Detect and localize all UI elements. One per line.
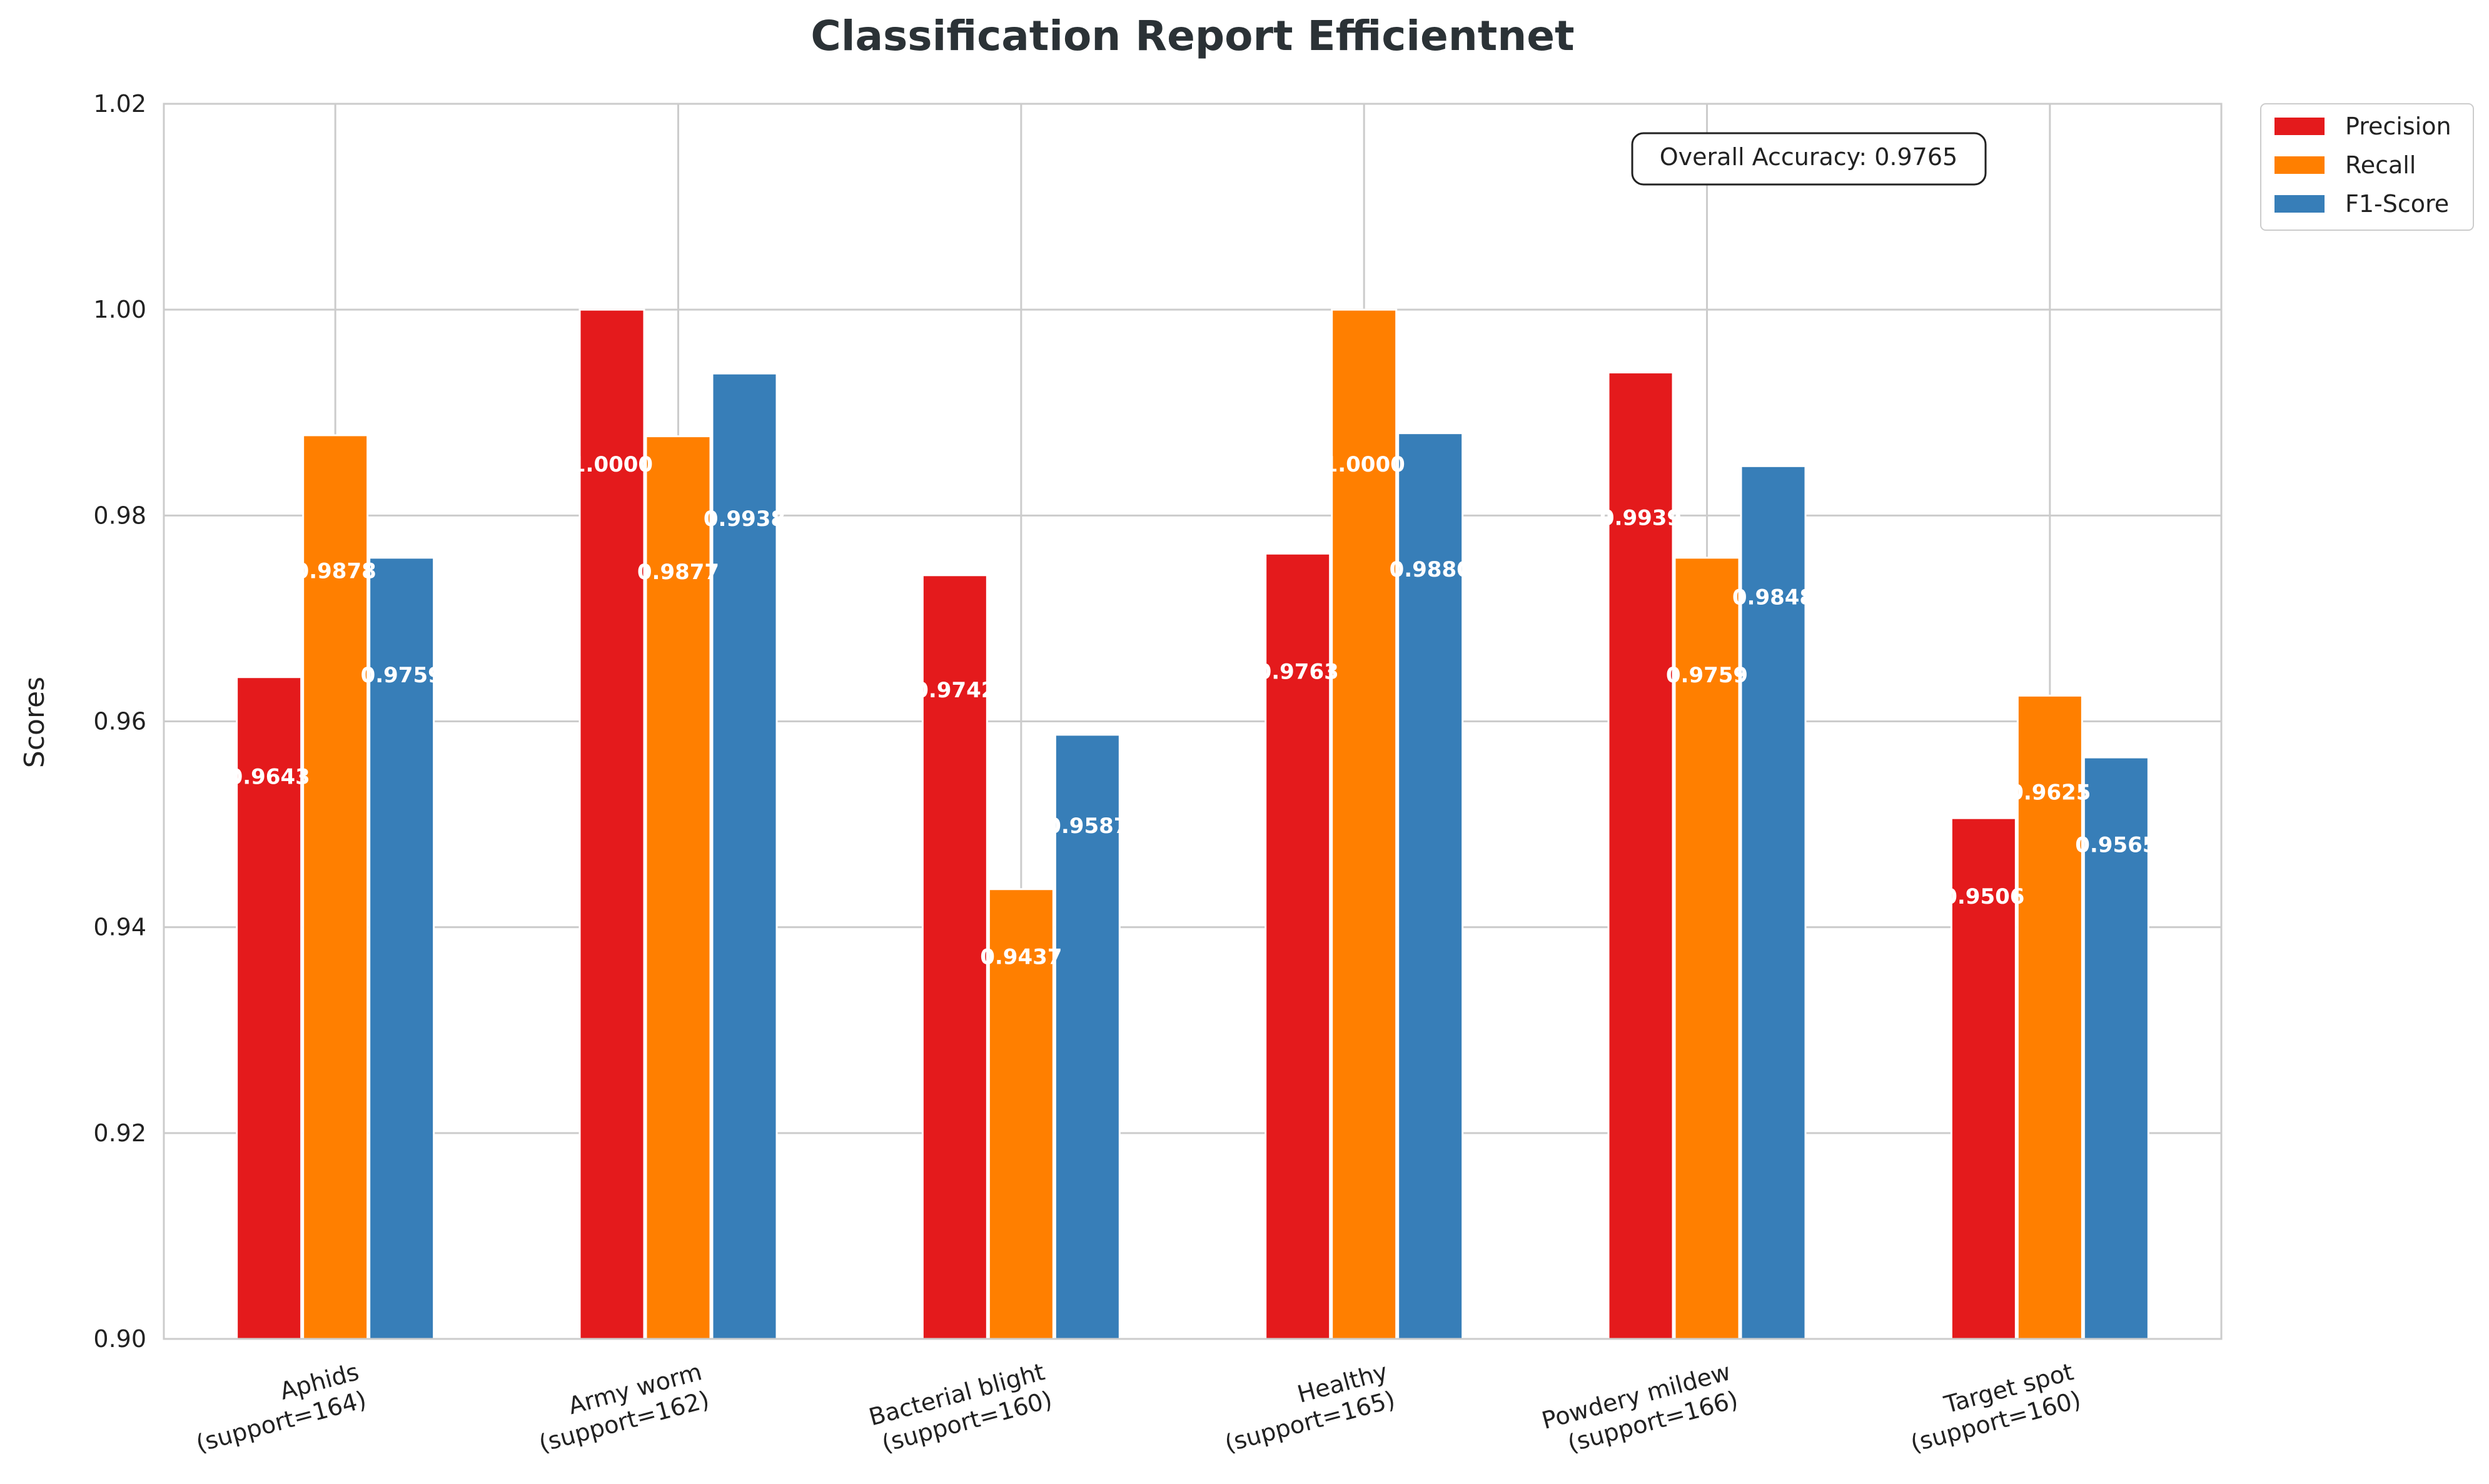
bar-precision [1265,552,1331,1340]
y-tick-label: 1.00 [93,296,146,323]
y-tick-label: 0.98 [93,502,146,529]
bar-f1-score [2083,756,2149,1340]
data-label: 1.0000 [571,452,653,477]
data-label: 0.9763 [1257,660,1339,685]
bar-f1-score [1054,734,1121,1340]
bar-recall [987,888,1054,1340]
legend-swatch-recall [2274,156,2325,174]
data-label: 1.0000 [1323,452,1405,477]
bar-f1-score [1740,465,1807,1340]
data-label: 0.9848 [1732,585,1814,610]
data-label: 0.9759 [1666,663,1748,688]
data-label: 0.9506 [1942,884,2024,909]
bar-recall [302,434,369,1340]
accuracy-text: Overall Accuracy: 0.9765 [1660,143,1957,171]
bar-f1-score [1397,432,1464,1340]
x-tick-label: Bacterial blight(support=160) [866,1358,1055,1457]
y-tick-label: 0.96 [93,708,146,735]
legend: Precision Recall F1-Score [2260,103,2474,231]
legend-swatch-f1-score [2274,195,2325,213]
data-labels: 0.9643 1.0000 0.9742 0.9763 0.9939 0.9506 0.98… [228,452,2158,970]
data-label: 0.9759 [361,663,443,688]
bars [236,308,2149,1340]
legend-swatch-precision [2274,118,2325,135]
y-axis-ticks: 0.90 0.92 0.94 0.96 0.98 1.00 1.02 [93,90,146,1353]
data-label: 0.9625 [2009,780,2091,805]
y-tick-label: 0.90 [93,1325,146,1353]
bar-precision [1607,371,1674,1340]
bar-precision [1950,817,2017,1340]
plot-frame [163,103,2223,1340]
data-label: 0.9880 [1390,557,1472,582]
accuracy-box [1631,132,1987,186]
accuracy-annotation: Overall Accuracy: 0.9765 [1631,132,1987,186]
data-label: 0.9437 [980,945,1062,970]
legend-label: F1-Score [2345,190,2449,218]
data-label: 0.9587 [1046,814,1128,839]
data-label: 0.9938 [704,507,785,532]
bar-recall [2016,694,2083,1340]
data-label: 0.9742 [914,678,996,703]
y-axis-label: Scores [19,677,51,768]
y-tick-label: 0.94 [93,914,146,941]
data-label: 0.9877 [637,560,719,585]
data-label: 0.9878 [295,559,376,584]
bar-f1-score [711,372,778,1340]
data-label: 0.9939 [1600,505,1682,530]
legend-label: Recall [2345,151,2416,179]
chart-title: Classification Report Efficientnet [810,12,1574,60]
bar-f1-score [368,557,435,1340]
data-label: 0.9565 [2075,833,2157,858]
data-label: 0.9643 [228,764,310,789]
y-tick-label: 0.92 [93,1119,146,1147]
bar-recall [1331,308,1398,1340]
bar-recall [1674,557,1740,1340]
legend-label: Precision [2345,113,2451,140]
y-tick-label: 1.02 [93,90,146,118]
